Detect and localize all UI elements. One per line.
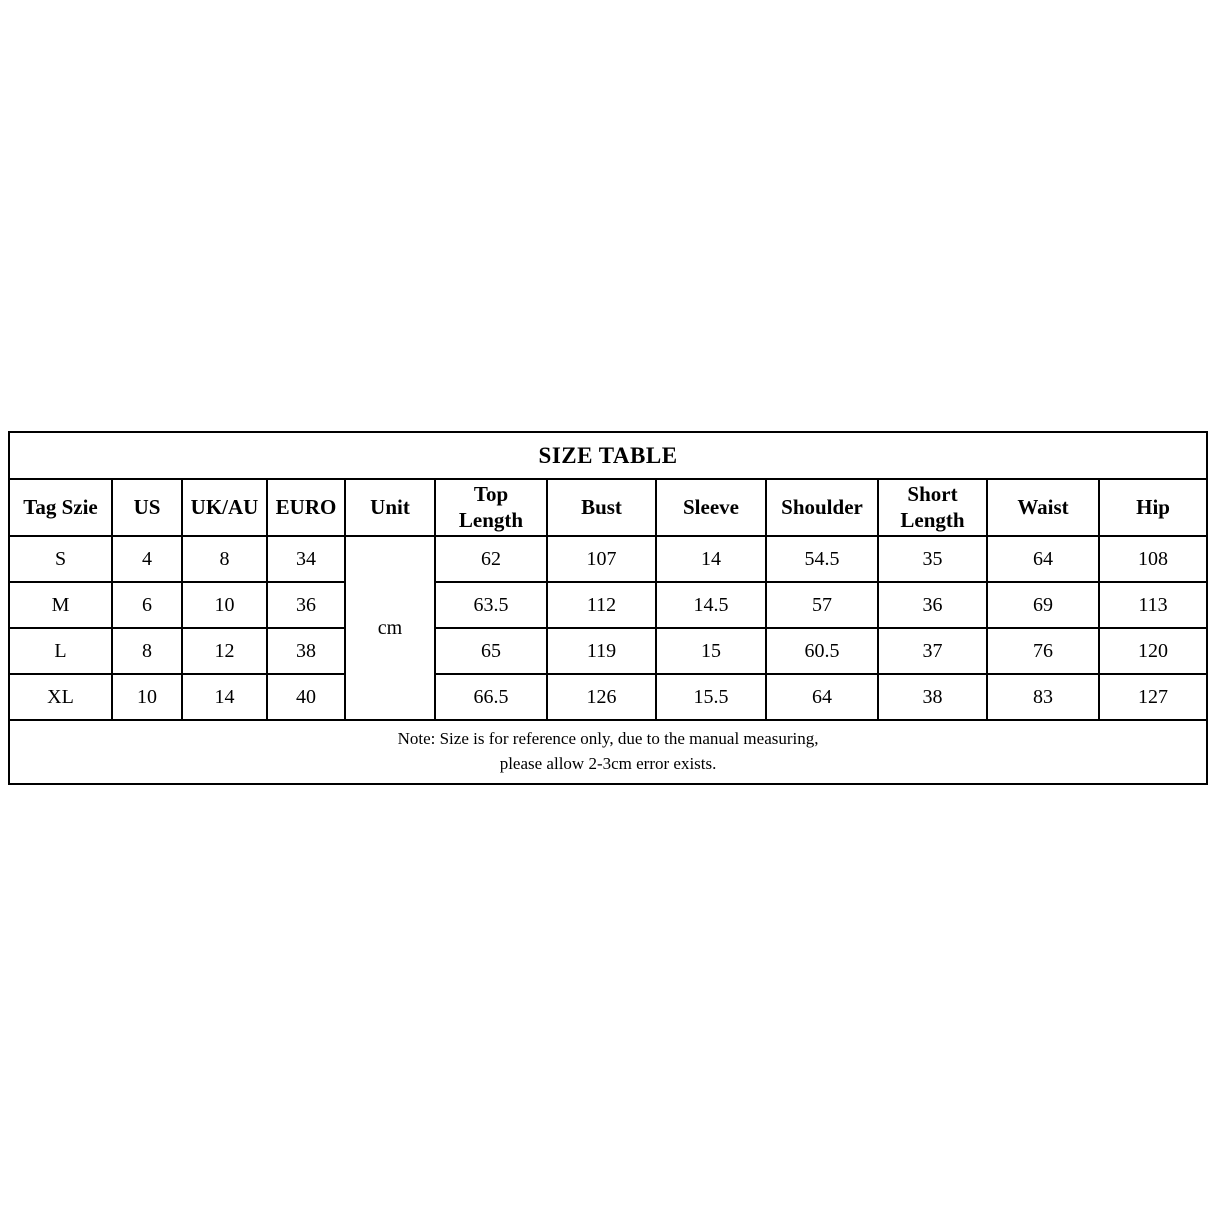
cell-m-shoulder: 57	[765, 581, 879, 629]
col-header-sleeve: Sleeve	[655, 478, 767, 537]
cell-m-waist: 69	[986, 581, 1100, 629]
cell-xl-euro: 40	[266, 673, 346, 721]
cell-l-us: 8	[111, 627, 183, 675]
cell-l-bust: 119	[546, 627, 657, 675]
cell-m-hip: 113	[1097, 581, 1209, 629]
cell-xl-shoulder: 64	[765, 673, 879, 721]
cell-s-hip: 108	[1097, 535, 1209, 583]
cell-m-euro: 36	[266, 581, 346, 629]
cell-s-sleeve: 14	[655, 535, 767, 583]
cell-xl-tag-size: XL	[8, 673, 113, 721]
col-header-bust: Bust	[546, 478, 657, 537]
cell-l-waist: 76	[986, 627, 1100, 675]
cell-xl-short-length: 38	[877, 673, 988, 721]
cell-m-uk-au: 10	[181, 581, 268, 629]
cell-l-short-length: 37	[877, 627, 988, 675]
cell-xl-bust: 126	[546, 673, 657, 721]
note-line-2: please allow 2-3cm error exists.	[499, 754, 717, 773]
col-header-shoulder: Shoulder	[765, 478, 879, 537]
col-header-us: US	[111, 478, 183, 537]
cell-xl-hip: 127	[1097, 673, 1209, 721]
cell-xl-waist: 83	[986, 673, 1100, 721]
col-header-top-length-label: Top Length	[458, 482, 524, 532]
cell-l-euro: 38	[266, 627, 346, 675]
cell-xl-uk-au: 14	[181, 673, 268, 721]
row-m: M 6 10 36 63.5 112 14.5 57 36 69 113	[8, 581, 1209, 629]
cell-m-top-length: 63.5	[434, 581, 548, 629]
col-header-euro: EURO	[266, 478, 346, 537]
cell-s-us: 4	[111, 535, 183, 583]
cell-s-waist: 64	[986, 535, 1100, 583]
title-row: SIZE TABLE	[7, 431, 1209, 480]
note-line-1: Note: Size is for reference only, due to…	[397, 729, 819, 749]
cell-s-uk-au: 8	[181, 535, 268, 583]
note-cell: Note: Size is for reference only, due to…	[7, 719, 1209, 785]
cell-l-tag-size: L	[8, 627, 113, 675]
table-title: SIZE TABLE	[7, 431, 1209, 480]
note-row: Note: Size is for reference only, due to…	[7, 719, 1209, 785]
cell-s-bust: 107	[546, 535, 657, 583]
size-table: SIZE TABLE Tag Szie US UK/AU EURO Unit T…	[7, 431, 1209, 785]
cell-xl-us: 10	[111, 673, 183, 721]
cell-xl-top-length: 66.5	[434, 673, 548, 721]
cell-s-shoulder: 54.5	[765, 535, 879, 583]
cell-s-euro: 34	[266, 535, 346, 583]
col-header-top-length: Top Length	[434, 478, 548, 537]
cell-l-shoulder: 60.5	[765, 627, 879, 675]
header-row: Tag Szie US UK/AU EURO Unit Top Length B…	[8, 478, 1209, 537]
row-xl: XL 10 14 40 66.5 126 15.5 64 38 83 127	[8, 673, 1209, 721]
cell-xl-sleeve: 15.5	[655, 673, 767, 721]
cell-l-hip: 120	[1097, 627, 1209, 675]
cell-m-short-length: 36	[877, 581, 988, 629]
col-header-short-length-label: Short Length	[900, 482, 965, 532]
col-header-short-length: Short Length	[877, 478, 988, 537]
col-header-waist: Waist	[986, 478, 1100, 537]
col-header-uk-au: UK/AU	[181, 478, 268, 537]
row-s: S 4 8 34 cm 62 107 14 54.5 35 64 108	[8, 535, 1209, 721]
cell-m-bust: 112	[546, 581, 657, 629]
cell-m-us: 6	[111, 581, 183, 629]
cell-l-top-length: 65	[434, 627, 548, 675]
row-l: L 8 12 38 65 119 15 60.5 37 76 120	[8, 627, 1209, 675]
cell-m-sleeve: 14.5	[655, 581, 767, 629]
col-header-tag-size: Tag Szie	[8, 478, 113, 537]
cell-s-top-length: 62	[434, 535, 548, 583]
cell-s-tag-size: S	[8, 535, 113, 583]
col-header-unit: Unit	[344, 478, 436, 537]
col-header-hip: Hip	[1097, 478, 1209, 537]
cell-l-sleeve: 15	[655, 627, 767, 675]
cell-s-short-length: 35	[877, 535, 988, 583]
cell-l-uk-au: 12	[181, 627, 268, 675]
cell-unit-cm: cm	[344, 535, 436, 721]
cell-m-tag-size: M	[8, 581, 113, 629]
